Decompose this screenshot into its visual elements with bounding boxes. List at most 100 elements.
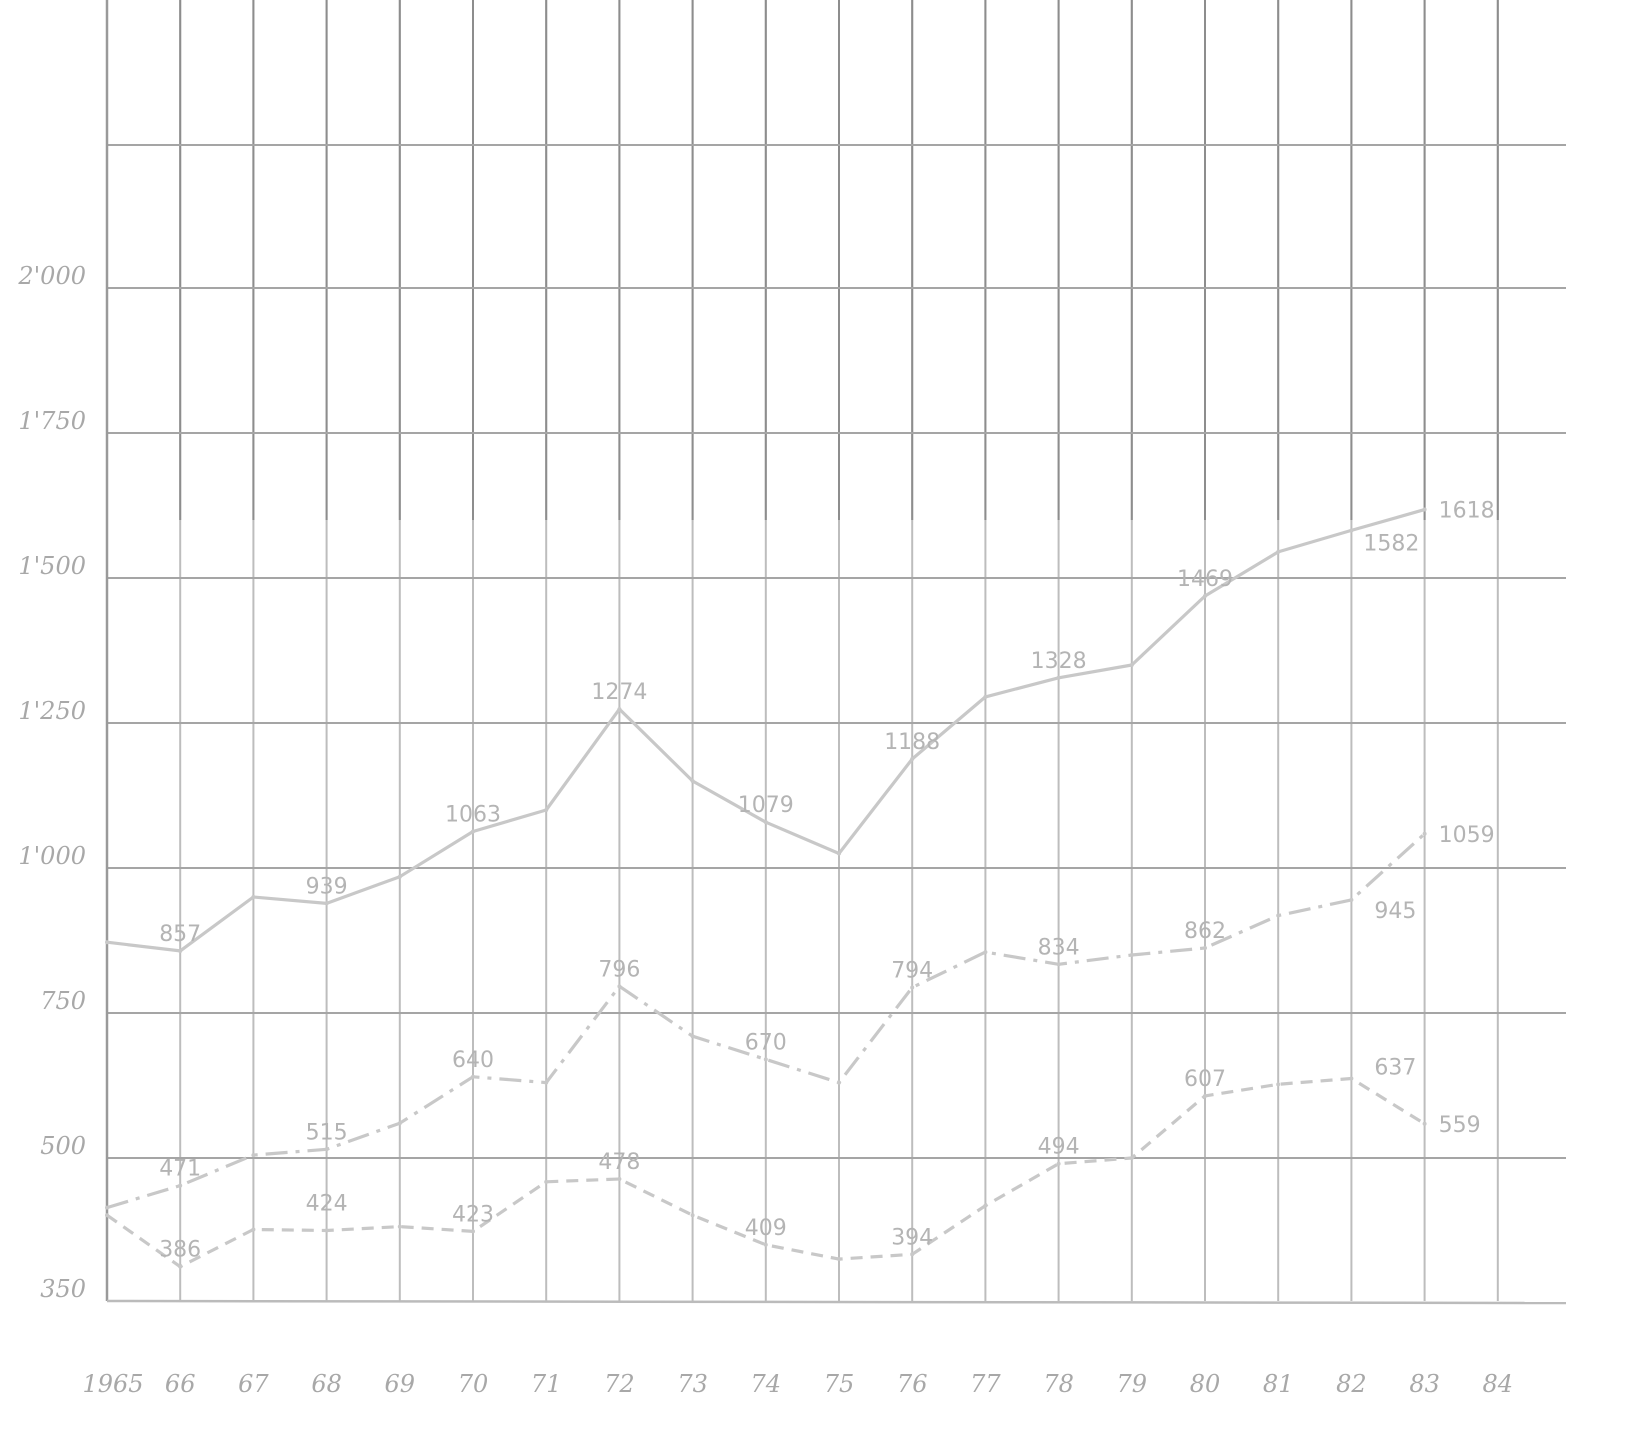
series-1-point [1129,663,1134,667]
y-tick-label: 350 [40,1275,86,1303]
x-tick-label: 84 [1483,1370,1514,1398]
x-tick-label: 79 [1117,1370,1148,1398]
axes [105,0,1567,1305]
data-label: 1274 [591,680,647,705]
data-label: 640 [452,1048,494,1073]
y-tick-label: 1'250 [18,697,86,725]
data-label: 670 [745,1030,787,1055]
series-2-point [1349,897,1354,902]
x-tick-label: 67 [238,1370,269,1398]
series-2-point [1129,953,1134,957]
data-label: 394 [891,1225,933,1250]
data-label: 834 [1038,935,1080,960]
data-label: 1059 [1439,823,1495,848]
data-label: 796 [598,957,640,982]
data-label: 409 [745,1216,787,1241]
x-tick-label: 83 [1409,1370,1440,1398]
data-label: 1188 [884,730,940,755]
series-2-point [837,1080,841,1085]
series-3-point [1276,1082,1281,1087]
series-2-point [251,1153,256,1158]
y-tick-label: 500 [40,1132,86,1160]
data-label: 637 [1374,1056,1416,1081]
data-label: 386 [159,1238,201,1263]
series-2-point [544,1080,549,1085]
series-1-point [837,851,841,856]
series-2-point [617,984,622,989]
data-label: 862 [1184,919,1226,944]
x-tick-label: 73 [677,1370,708,1398]
x-tick-label: 70 [458,1370,489,1398]
data-label: 1618 [1439,499,1495,524]
series-2-point [471,1074,475,1079]
series-2-point [1276,913,1281,918]
data-label: 494 [1038,1135,1080,1160]
series-1-point [983,694,988,699]
data-label: 939 [306,874,348,899]
x-tick-label: 76 [897,1370,928,1398]
series-3-point [471,1229,475,1234]
series-2-point [1422,831,1427,836]
data-label: 1582 [1363,531,1419,556]
data-label: 471 [159,1157,201,1182]
x-tick-label: 77 [970,1370,1001,1398]
data-label: 478 [598,1150,640,1175]
series-2-point [324,1147,329,1152]
series-3-point [1129,1156,1134,1160]
x-tick-label: 74 [751,1370,782,1398]
data-label: 423 [452,1202,494,1227]
y-tick-label: 1'000 [18,842,86,870]
series-3-point [1349,1076,1354,1081]
series-2-point [910,985,915,990]
data-label: 559 [1439,1113,1481,1138]
grid-lines [106,0,1566,1301]
x-tick-label: 71 [531,1370,562,1398]
series-1-point [1349,528,1354,533]
y-tick-label: 1'500 [18,552,86,580]
series-1-point [105,940,109,945]
series-1-point [690,779,695,783]
y-tick-label: 1'750 [18,407,86,435]
series-3-point [178,1264,183,1269]
series-1-point [324,901,329,906]
series-2-point [397,1121,402,1126]
series-3-point [105,1213,109,1218]
series-lines [105,507,1427,1269]
series-2-point [983,950,988,955]
data-label: 1063 [445,802,501,827]
data-label: 1328 [1031,649,1087,674]
series-1-point [1276,549,1281,554]
series-1-point [544,808,549,812]
series-3-point [1422,1121,1427,1126]
y-tick-labels: 350 500 750 1'000 1'250 1'500 1'750 2'000 [17,262,86,1303]
series-1-point [397,874,402,879]
data-label: 1079 [738,793,794,818]
data-label: 424 [306,1191,348,1216]
series-3-point [983,1203,988,1208]
series-3-point [763,1242,768,1247]
x-tick-labels: 1965 66 67 68 69 70 71 72 73 74 75 76 77 78 79 80 81 82 83… [82,1370,1513,1398]
series-2-point [105,1205,109,1210]
series-2-point [178,1183,183,1188]
series-3-point [324,1228,329,1233]
x-tick-label: 80 [1190,1370,1221,1398]
series-2-point [1056,962,1061,967]
data-label: 945 [1374,899,1416,924]
series-3-point [251,1227,256,1232]
series-1-point [763,820,768,825]
series-3-point [837,1257,841,1262]
series-2-point [763,1057,768,1062]
series-3-point [1203,1093,1207,1098]
series-1-point [617,707,622,712]
series-1-point [1056,675,1061,680]
series-3-point [617,1176,622,1181]
x-tick-label: 81 [1263,1370,1294,1398]
x-tick-label: 72 [604,1370,635,1398]
data-label: 607 [1184,1067,1226,1092]
series-2-point [690,1034,695,1039]
data-label: 857 [159,922,201,947]
series-3-point [544,1179,549,1184]
series-3-point [690,1213,695,1218]
data-label: 1469 [1177,567,1233,592]
x-tick-label: 69 [385,1370,416,1398]
